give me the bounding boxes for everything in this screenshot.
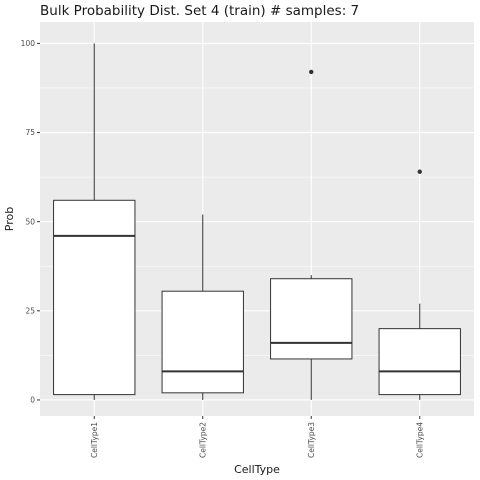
y-tick-label: 75 (25, 128, 35, 137)
box-CellType2 (161, 214, 244, 400)
x-axis-title: CellType (234, 463, 280, 476)
y-tick-label: 50 (25, 217, 35, 226)
box-body (161, 290, 244, 394)
y-axis-title: Prob (3, 207, 16, 231)
x-axis: CellType1 CellType2 CellType3 CellType4 (90, 416, 424, 458)
y-tick-label: 100 (21, 39, 36, 48)
x-tick-label: CellType2 (198, 422, 207, 458)
outlier-point (309, 69, 314, 75)
chart-title: Bulk Probability Dist. Set 4 (train) # s… (40, 3, 359, 19)
box-body (378, 328, 461, 396)
x-tick-label: CellType4 (415, 422, 424, 458)
box-CellType4 (378, 169, 461, 400)
box-body (53, 199, 136, 396)
box-body (270, 278, 353, 360)
box-series (53, 43, 461, 400)
x-tick-label: CellType3 (307, 422, 316, 458)
box-CellType3 (270, 69, 353, 400)
outlier-point (417, 169, 422, 174)
y-tick-label: 25 (25, 306, 35, 315)
y-axis: 0 25 50 75 100 (21, 39, 40, 405)
y-tick-label: 0 (30, 396, 35, 405)
x-tick-label: CellType1 (90, 422, 99, 458)
box-CellType1 (53, 43, 136, 400)
